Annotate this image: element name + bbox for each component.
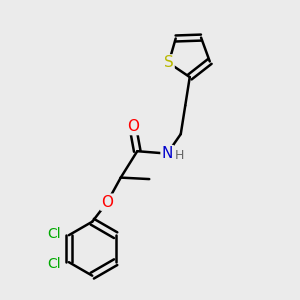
Text: H: H [175, 148, 184, 162]
Text: Cl: Cl [47, 257, 61, 271]
Text: Cl: Cl [47, 227, 61, 241]
Text: O: O [101, 195, 113, 210]
Text: S: S [164, 56, 174, 70]
Text: N: N [162, 146, 173, 161]
Text: O: O [127, 119, 139, 134]
